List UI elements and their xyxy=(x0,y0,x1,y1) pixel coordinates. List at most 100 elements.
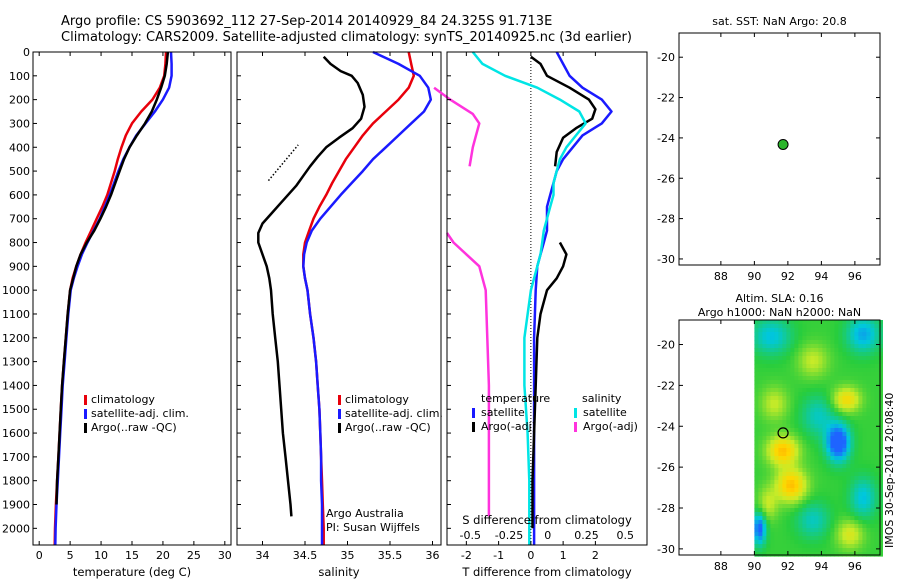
sla-cell xyxy=(778,364,783,369)
sla-cell xyxy=(846,320,851,325)
sla-cell xyxy=(822,400,827,405)
sla-cell xyxy=(830,488,835,493)
sla-cell xyxy=(782,356,787,361)
sla-cell xyxy=(782,328,787,333)
sla-cell xyxy=(770,328,775,333)
sla-cell xyxy=(770,384,775,389)
sla-cell xyxy=(842,400,847,405)
sla-cell xyxy=(794,492,799,497)
sla-cell xyxy=(778,356,783,361)
sla-cell xyxy=(874,392,879,397)
sla-cell xyxy=(862,552,867,557)
sla-cell xyxy=(770,372,775,377)
sla-cell xyxy=(866,504,871,509)
sla-cell xyxy=(870,352,875,357)
sla-cell xyxy=(794,528,799,533)
sla-cell xyxy=(778,536,783,541)
sla-cell xyxy=(782,440,787,445)
sla-cell xyxy=(786,516,791,521)
sla-cell xyxy=(802,320,807,325)
sla-cell xyxy=(798,504,803,509)
sla-cell xyxy=(854,424,859,429)
sla-cell xyxy=(802,456,807,461)
sla-cell xyxy=(802,428,807,433)
sla-cell xyxy=(854,404,859,409)
sla-cell xyxy=(762,544,767,549)
sla-cell xyxy=(766,328,771,333)
sla-cell xyxy=(770,544,775,549)
sla-cell xyxy=(810,404,815,409)
sla-cell xyxy=(870,536,875,541)
sla-cell xyxy=(854,528,859,533)
sla-cell xyxy=(766,324,771,329)
sla-cell xyxy=(790,432,795,437)
sla-cell xyxy=(790,404,795,409)
sla-cell xyxy=(854,420,859,425)
sla-cell xyxy=(842,520,847,525)
sla-cell xyxy=(814,364,819,369)
sla-cell xyxy=(846,340,851,345)
sla-cell xyxy=(838,468,843,473)
sla-cell xyxy=(802,516,807,521)
sla-cell xyxy=(826,444,831,449)
sla-cell xyxy=(814,428,819,433)
sla-cell xyxy=(790,332,795,337)
sla-cell xyxy=(778,424,783,429)
sla-cell xyxy=(794,392,799,397)
sla-cell xyxy=(838,344,843,349)
sla-cell xyxy=(818,384,823,389)
sla-cell xyxy=(758,420,763,425)
sla-cell xyxy=(794,360,799,365)
series-salinity-argo-adj-deep xyxy=(445,232,491,517)
sla-cell xyxy=(858,512,863,517)
sla-cell xyxy=(774,376,779,381)
sla-cell xyxy=(838,364,843,369)
sla-cell xyxy=(874,492,879,497)
sla-cell xyxy=(834,420,839,425)
sla-cell xyxy=(866,464,871,469)
sla-cell xyxy=(842,436,847,441)
sla-cell xyxy=(862,528,867,533)
sla-cell xyxy=(774,360,779,365)
sla-cell xyxy=(826,404,831,409)
sla-cell xyxy=(774,472,779,477)
sla-cell xyxy=(862,520,867,525)
sla-cell xyxy=(798,424,803,429)
sla-cell xyxy=(786,388,791,393)
sla-cell xyxy=(798,356,803,361)
sla-cell xyxy=(858,328,863,333)
sla-cell xyxy=(786,488,791,493)
sla-cell xyxy=(766,496,771,501)
sla-cell xyxy=(758,428,763,433)
sla-cell xyxy=(766,464,771,469)
sla-cell xyxy=(878,396,883,401)
sla-cell xyxy=(862,532,867,537)
sla-cell xyxy=(798,364,803,369)
sla-cell xyxy=(782,460,787,465)
sla-cell xyxy=(806,420,811,425)
sla-cell xyxy=(782,532,787,537)
sla-cell xyxy=(802,420,807,425)
sla-cell xyxy=(794,516,799,521)
sla-cell xyxy=(850,544,855,549)
sla-cell xyxy=(786,332,791,337)
sla-cell xyxy=(814,492,819,497)
sla-cell xyxy=(806,436,811,441)
sla-cell xyxy=(850,404,855,409)
sla-cell xyxy=(782,416,787,421)
sla-cell xyxy=(838,400,843,405)
sla-cell xyxy=(810,468,815,473)
sla-cell xyxy=(754,384,759,389)
sla-cell xyxy=(778,480,783,485)
sla-cell xyxy=(766,460,771,465)
sla-cell xyxy=(782,456,787,461)
sla-cell xyxy=(834,468,839,473)
sla-cell xyxy=(762,504,767,509)
sla-cell xyxy=(878,540,883,545)
sla-cell xyxy=(810,464,815,469)
sla-cell xyxy=(826,340,831,345)
sla-cell xyxy=(810,460,815,465)
sla-cell xyxy=(854,412,859,417)
sla-cell xyxy=(862,376,867,381)
sla-cell xyxy=(762,388,767,393)
